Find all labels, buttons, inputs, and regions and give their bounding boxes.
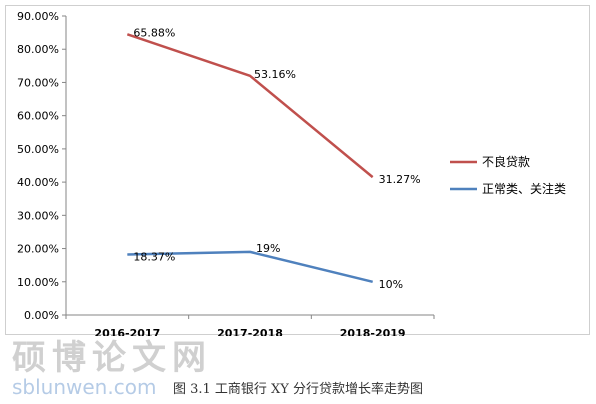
series-line [126, 33, 374, 179]
y-tick-label: 10.00% [17, 276, 59, 289]
legend-label: 正常类、关注类 [482, 181, 566, 196]
data-label: 19% [256, 242, 280, 255]
line-chart: 0.00% 10.00% 20.00% 30.00% 40.00% 50.00% 60.00… [17, 10, 566, 336]
x-tick-label: 2017-2018 [217, 327, 283, 336]
y-tick-label: 70.00% [17, 76, 59, 89]
x-tick-label: 2016-2017 [94, 327, 160, 336]
watermark-cn: 硕博论文网 [12, 338, 212, 378]
data-label: 65.88% [133, 26, 175, 39]
data-label: 31.27% [379, 173, 421, 186]
y-tick-label: 90.00% [17, 10, 59, 23]
y-tick-label: 50.00% [17, 143, 59, 156]
chart-frame: 0.00% 10.00% 20.00% 30.00% 40.00% 50.00% 60.00… [5, 5, 590, 336]
figure-caption: 图 3.1 工商银行 XY 分行贷款增长率走势图 [172, 382, 424, 397]
y-tick-label: 80.00% [17, 43, 59, 56]
y-tick-label: 30.00% [17, 209, 59, 222]
y-tick-label: 0.00% [24, 309, 59, 322]
data-label: 18.37% [133, 251, 175, 264]
x-tick-label: 2018-2019 [340, 327, 406, 336]
y-tick-label: 60.00% [17, 110, 59, 123]
data-label: 53.16% [254, 68, 296, 81]
legend-label: 不良贷款 [482, 154, 530, 169]
y-tick-label: 20.00% [17, 243, 59, 256]
data-label: 10% [379, 278, 403, 291]
y-tick-label: 40.00% [17, 176, 59, 189]
